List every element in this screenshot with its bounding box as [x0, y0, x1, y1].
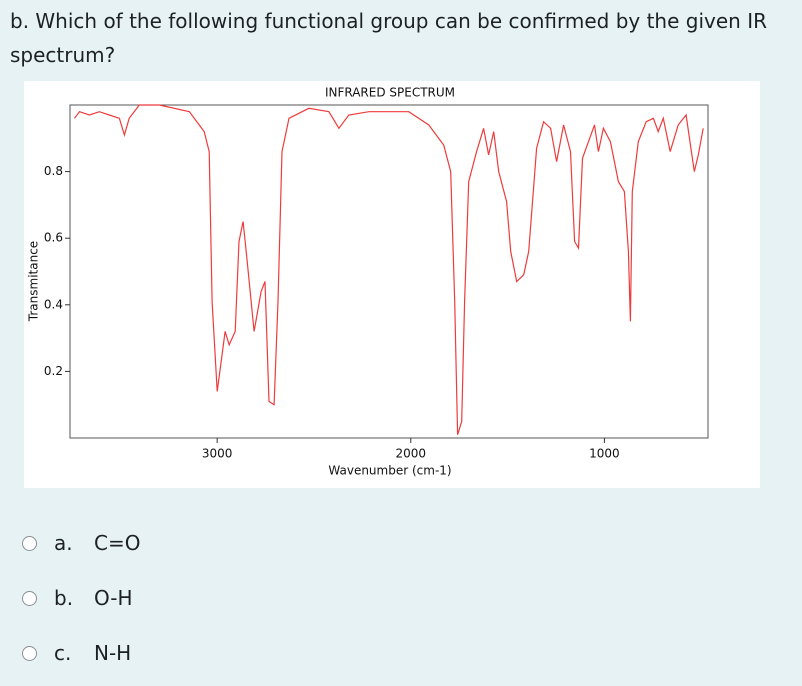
option: b. O-H: [22, 586, 133, 610]
y-tick-label: 0.6: [44, 231, 63, 245]
x-axis-label: Wavenumber (cm-1): [328, 464, 451, 478]
plot-frame: [69, 104, 709, 439]
radio-button[interactable]: [22, 590, 37, 606]
x-tick-label: 1000: [589, 447, 620, 461]
spectrum-line: [74, 104, 704, 435]
option-text: C=O: [94, 531, 141, 555]
option-text: O-H: [94, 586, 133, 610]
radio-button[interactable]: [22, 535, 37, 551]
option-letter: c.: [54, 641, 72, 665]
option-text: N-H: [94, 641, 132, 665]
option-letter: a.: [54, 531, 73, 555]
option: a. C=O: [22, 531, 140, 555]
x-tick-label: 2000: [396, 447, 427, 461]
radio-button[interactable]: [22, 645, 37, 661]
x-tick-label: 3000: [202, 447, 233, 461]
y-tick-label: 0.8: [44, 164, 63, 178]
chart: INFRARED SPECTRUM Wavenumber (cm-1) Tran…: [24, 81, 760, 488]
chart-title: INFRARED SPECTRUM: [325, 86, 455, 100]
question-text: b. Which of the following functional gro…: [10, 9, 767, 67]
y-axis-label: Transmitance: [27, 241, 41, 322]
y-tick-label: 0.2: [44, 364, 63, 378]
y-tick-label: 0.4: [44, 297, 63, 311]
option-letter: b.: [54, 586, 74, 610]
option: c. N-H: [22, 641, 131, 665]
